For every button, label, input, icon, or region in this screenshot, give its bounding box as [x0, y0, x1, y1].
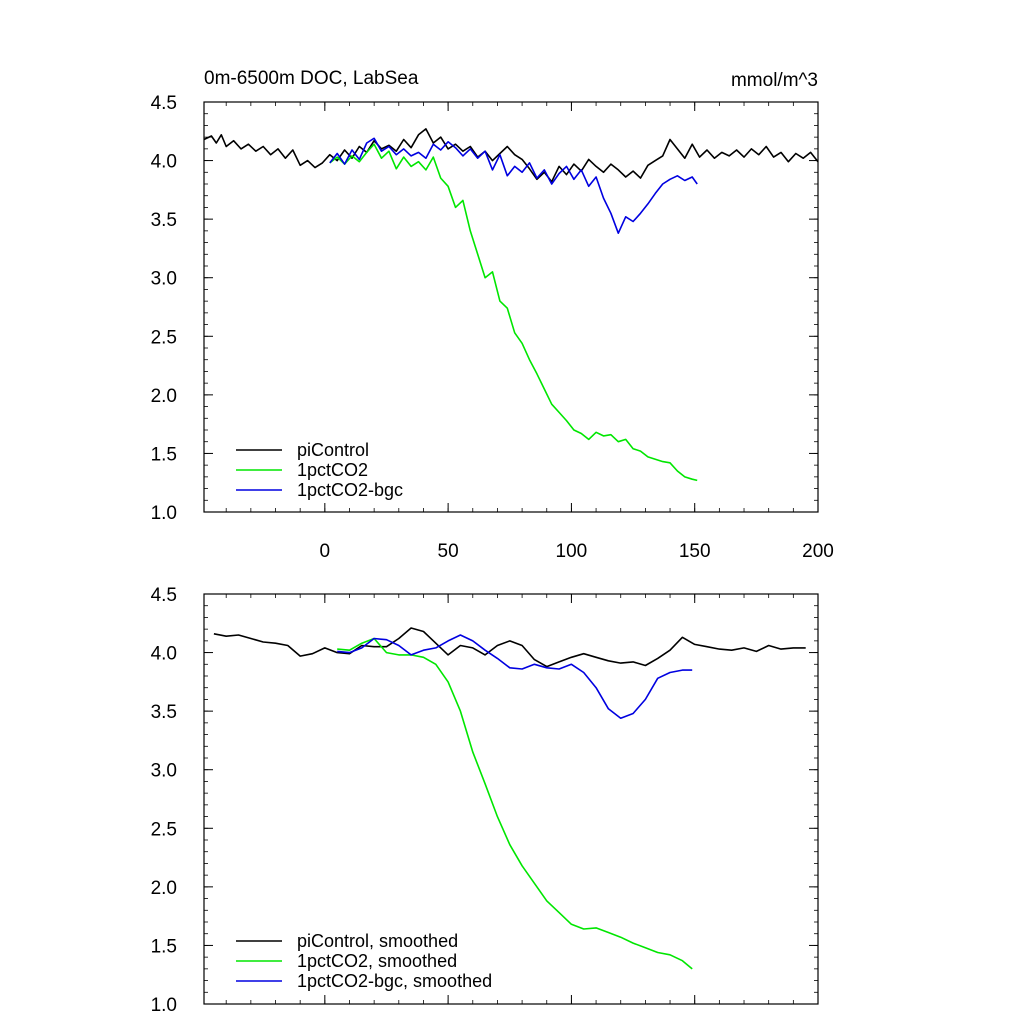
top-legend-label-1: 1pctCO2 — [297, 460, 368, 480]
chart-title: 0m-6500m DOC, LabSea — [204, 68, 419, 89]
top-series-line-1 — [329, 143, 698, 482]
top-ytick-label: 3.5 — [151, 210, 177, 231]
top-ytick-label: 4.0 — [151, 152, 177, 173]
top-ytick-label: 2.0 — [151, 386, 177, 407]
bottom-ytick-label: 3.0 — [151, 761, 177, 782]
top-xtick-label: 150 — [679, 541, 711, 562]
bottom-ytick-label: 1.5 — [151, 936, 177, 957]
top-panel: 1.0 1.5 2.0 2.5 3.0 3.5 4.0 4.5 0 50 100 150 200 piCo… — [151, 93, 834, 562]
bottom-panel: 1.0 1.5 2.0 2.5 3.0 3.5 4.0 4.5 piControl, smoot… — [151, 585, 819, 1016]
top-series-line-2 — [329, 137, 698, 234]
bottom-series-line-2 — [337, 634, 693, 720]
top-ytick-label: 2.5 — [151, 327, 177, 348]
bottom-ytick-label: 4.5 — [151, 585, 177, 606]
top-series-line-0 — [203, 128, 819, 183]
bottom-ytick-label: 2.5 — [151, 819, 177, 840]
bottom-plot-frame — [203, 593, 819, 1005]
top-plot-frame — [203, 101, 819, 513]
bottom-legend-label-1: 1pctCO2, smoothed — [297, 951, 457, 971]
top-xtick-label: 100 — [556, 541, 588, 562]
bottom-ytick-label: 1.0 — [151, 995, 177, 1016]
top-ytick-label: 3.0 — [151, 269, 177, 290]
top-xtick-label: 200 — [802, 541, 834, 562]
bottom-series-line-0 — [213, 627, 806, 668]
bottom-series-line-1 — [337, 637, 693, 970]
bottom-ytick-label: 3.5 — [151, 702, 177, 723]
top-xtick-label: 0 — [320, 541, 331, 562]
top-legend-label-2: 1pctCO2-bgc — [297, 480, 403, 500]
bottom-ytick-label: 2.0 — [151, 878, 177, 899]
bottom-legend-label-2: 1pctCO2-bgc, smoothed — [297, 971, 492, 991]
bottom-legend-label-0: piControl, smoothed — [297, 931, 458, 951]
top-ytick-label: 1.5 — [151, 444, 177, 465]
top-xtick-label: 50 — [438, 541, 459, 562]
units-label: mmol/m^3 — [731, 70, 818, 91]
bottom-ytick-label: 4.0 — [151, 644, 177, 665]
top-legend-label-0: piControl — [297, 440, 369, 460]
top-ytick-label: 1.0 — [151, 503, 177, 524]
top-ytick-label: 4.5 — [151, 93, 177, 114]
